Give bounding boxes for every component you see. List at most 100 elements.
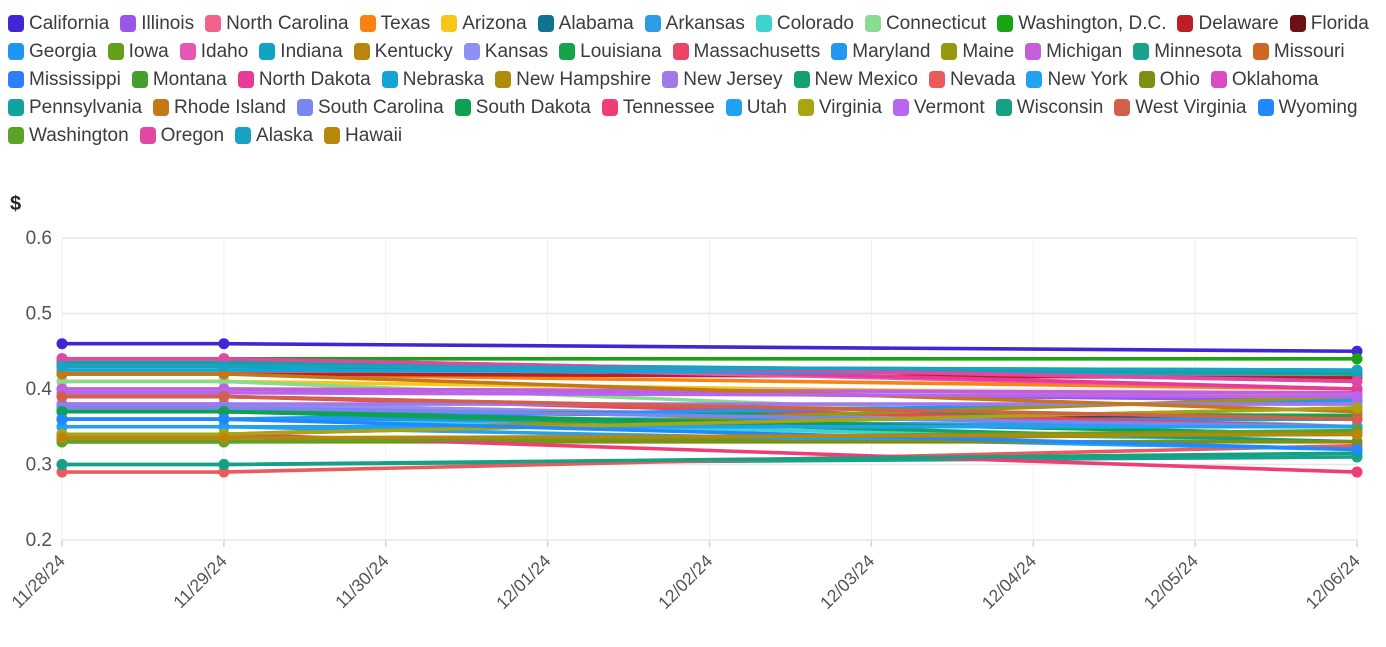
legend-swatch-west-virginia <box>1114 99 1131 116</box>
legend-item-alaska[interactable]: Alaska <box>235 122 313 149</box>
legend-item-new-jersey[interactable]: New Jersey <box>662 66 783 93</box>
legend-item-north-carolina[interactable]: North Carolina <box>205 10 349 37</box>
data-point-hawaii <box>1351 428 1363 440</box>
legend-item-north-dakota[interactable]: North Dakota <box>237 66 371 93</box>
legend-swatch-rhode-island <box>153 99 170 116</box>
legend-label: Washington, D.C. <box>1018 12 1167 34</box>
legend-item-missouri[interactable]: Missouri <box>1252 38 1345 65</box>
legend-item-washington-d-c[interactable]: Washington, D.C. <box>997 10 1166 37</box>
y-tick-label: 0.5 <box>26 304 52 325</box>
legend-item-west-virginia[interactable]: West Virginia <box>1114 94 1247 121</box>
legend-item-ohio[interactable]: Ohio <box>1138 66 1200 93</box>
legend-swatch-maryland <box>831 43 848 60</box>
legend-label: Pennsylvania <box>29 96 143 118</box>
data-point-tennessee <box>1351 466 1363 478</box>
legend-swatch-arkansas <box>644 15 661 32</box>
legend-item-iowa[interactable]: Iowa <box>107 38 169 65</box>
legend-item-texas[interactable]: Texas <box>359 10 430 37</box>
data-point-oregon <box>218 353 230 365</box>
legend-item-washington[interactable]: Washington <box>8 122 129 149</box>
legend-item-kansas[interactable]: Kansas <box>463 38 548 65</box>
line-chart: 11/28/24 11/29/24 11/30/24 12/01/24 12/02/24… <box>7 193 1364 613</box>
legend-item-indiana[interactable]: Indiana <box>259 38 343 65</box>
legend-item-wyoming[interactable]: Wyoming <box>1257 94 1358 121</box>
legend-item-georgia[interactable]: Georgia <box>8 38 97 65</box>
legend-item-south-carolina[interactable]: South Carolina <box>297 94 444 121</box>
legend-swatch-utah <box>725 99 742 116</box>
legend-item-virginia[interactable]: Virginia <box>797 94 882 121</box>
legend-item-colorado[interactable]: Colorado <box>755 10 854 37</box>
y-tick-label: 0.3 <box>26 455 52 476</box>
legend-label: Missouri <box>1273 40 1345 62</box>
legend-label: Georgia <box>29 40 97 62</box>
legend-item-pennsylvania[interactable]: Pennsylvania <box>8 94 142 121</box>
legend-swatch-michigan <box>1025 43 1042 60</box>
data-point-wyoming <box>56 413 68 425</box>
x-tick-label: 12/06/24 <box>1302 551 1364 613</box>
legend-item-florida[interactable]: Florida <box>1289 10 1369 37</box>
legend-item-california[interactable]: California <box>8 10 109 37</box>
legend-item-arizona[interactable]: Arizona <box>441 10 527 37</box>
legend-item-minnesota[interactable]: Minnesota <box>1133 38 1242 65</box>
legend-swatch-missouri <box>1252 43 1269 60</box>
legend-item-wisconsin[interactable]: Wisconsin <box>995 94 1104 121</box>
legend-label: New Jersey <box>683 68 783 90</box>
legend-item-oklahoma[interactable]: Oklahoma <box>1210 66 1319 93</box>
legend-item-massachusetts[interactable]: Massachusetts <box>672 38 820 65</box>
legend-swatch-vermont <box>892 99 909 116</box>
legend-item-idaho[interactable]: Idaho <box>179 38 248 65</box>
legend-swatch-louisiana <box>559 43 576 60</box>
legend-item-montana[interactable]: Montana <box>131 66 227 93</box>
legend-item-illinois[interactable]: Illinois <box>120 10 194 37</box>
legend-label: Rhode Island <box>174 96 286 118</box>
legend-swatch-oregon <box>139 127 156 144</box>
legend-swatch-kentucky <box>353 43 370 60</box>
legend-label: Wisconsin <box>1016 96 1104 118</box>
legend-item-nevada[interactable]: Nevada <box>928 66 1015 93</box>
legend-item-oregon[interactable]: Oregon <box>139 122 224 149</box>
legend-item-delaware[interactable]: Delaware <box>1177 10 1279 37</box>
legend-item-louisiana[interactable]: Louisiana <box>559 38 662 65</box>
y-tick-label: 0.2 <box>26 530 52 551</box>
legend-item-new-mexico[interactable]: New Mexico <box>793 66 918 93</box>
legend-label: Nebraska <box>402 68 485 90</box>
legend-item-hawaii[interactable]: Hawaii <box>324 122 402 149</box>
legend-label: Alaska <box>256 124 314 146</box>
legend-label: West Virginia <box>1135 96 1247 118</box>
legend-item-maryland[interactable]: Maryland <box>831 38 930 65</box>
legend-label: Arizona <box>462 12 527 34</box>
legend-swatch-texas <box>359 15 376 32</box>
legend-item-kentucky[interactable]: Kentucky <box>353 38 453 65</box>
legend-item-connecticut[interactable]: Connecticut <box>864 10 986 37</box>
legend-item-south-dakota[interactable]: South Dakota <box>454 94 591 121</box>
legend-swatch-south-carolina <box>297 99 313 116</box>
legend-item-new-hampshire[interactable]: New Hampshire <box>495 66 651 93</box>
legend-item-nebraska[interactable]: Nebraska <box>381 66 485 93</box>
legend-label: Wyoming <box>1278 96 1358 118</box>
chart-area: 11/28/24 11/29/24 11/30/24 12/01/24 12/02/24… <box>0 180 1386 642</box>
data-point-west-virginia <box>56 391 68 403</box>
legend-label: North Carolina <box>226 12 349 34</box>
legend-label: New York <box>1047 68 1128 90</box>
legend-label: Indiana <box>280 40 343 62</box>
legend-label: Vermont <box>913 96 985 118</box>
y-tick-label: 0.4 <box>26 379 53 400</box>
legend-swatch-georgia <box>8 43 24 60</box>
legend-label: Alabama <box>558 12 634 34</box>
data-point-oregon <box>1351 375 1363 387</box>
legend-item-alabama[interactable]: Alabama <box>537 10 634 37</box>
legend-item-rhode-island[interactable]: Rhode Island <box>153 94 286 121</box>
legend-item-arkansas[interactable]: Arkansas <box>644 10 745 37</box>
legend-item-michigan[interactable]: Michigan <box>1025 38 1122 65</box>
legend-label: Oklahoma <box>1231 68 1319 90</box>
legend-item-tennessee[interactable]: Tennessee <box>601 94 715 121</box>
legend-swatch-new-hampshire <box>495 71 512 88</box>
legend-item-utah[interactable]: Utah <box>725 94 787 121</box>
legend-item-vermont[interactable]: Vermont <box>892 94 985 121</box>
data-point-west-virginia <box>1351 413 1363 425</box>
legend-item-new-york[interactable]: New York <box>1026 66 1128 93</box>
legend-swatch-virginia <box>797 99 814 116</box>
legend-label: Minnesota <box>1154 40 1242 62</box>
legend-item-mississippi[interactable]: Mississippi <box>8 66 121 93</box>
legend-item-maine[interactable]: Maine <box>941 38 1014 65</box>
